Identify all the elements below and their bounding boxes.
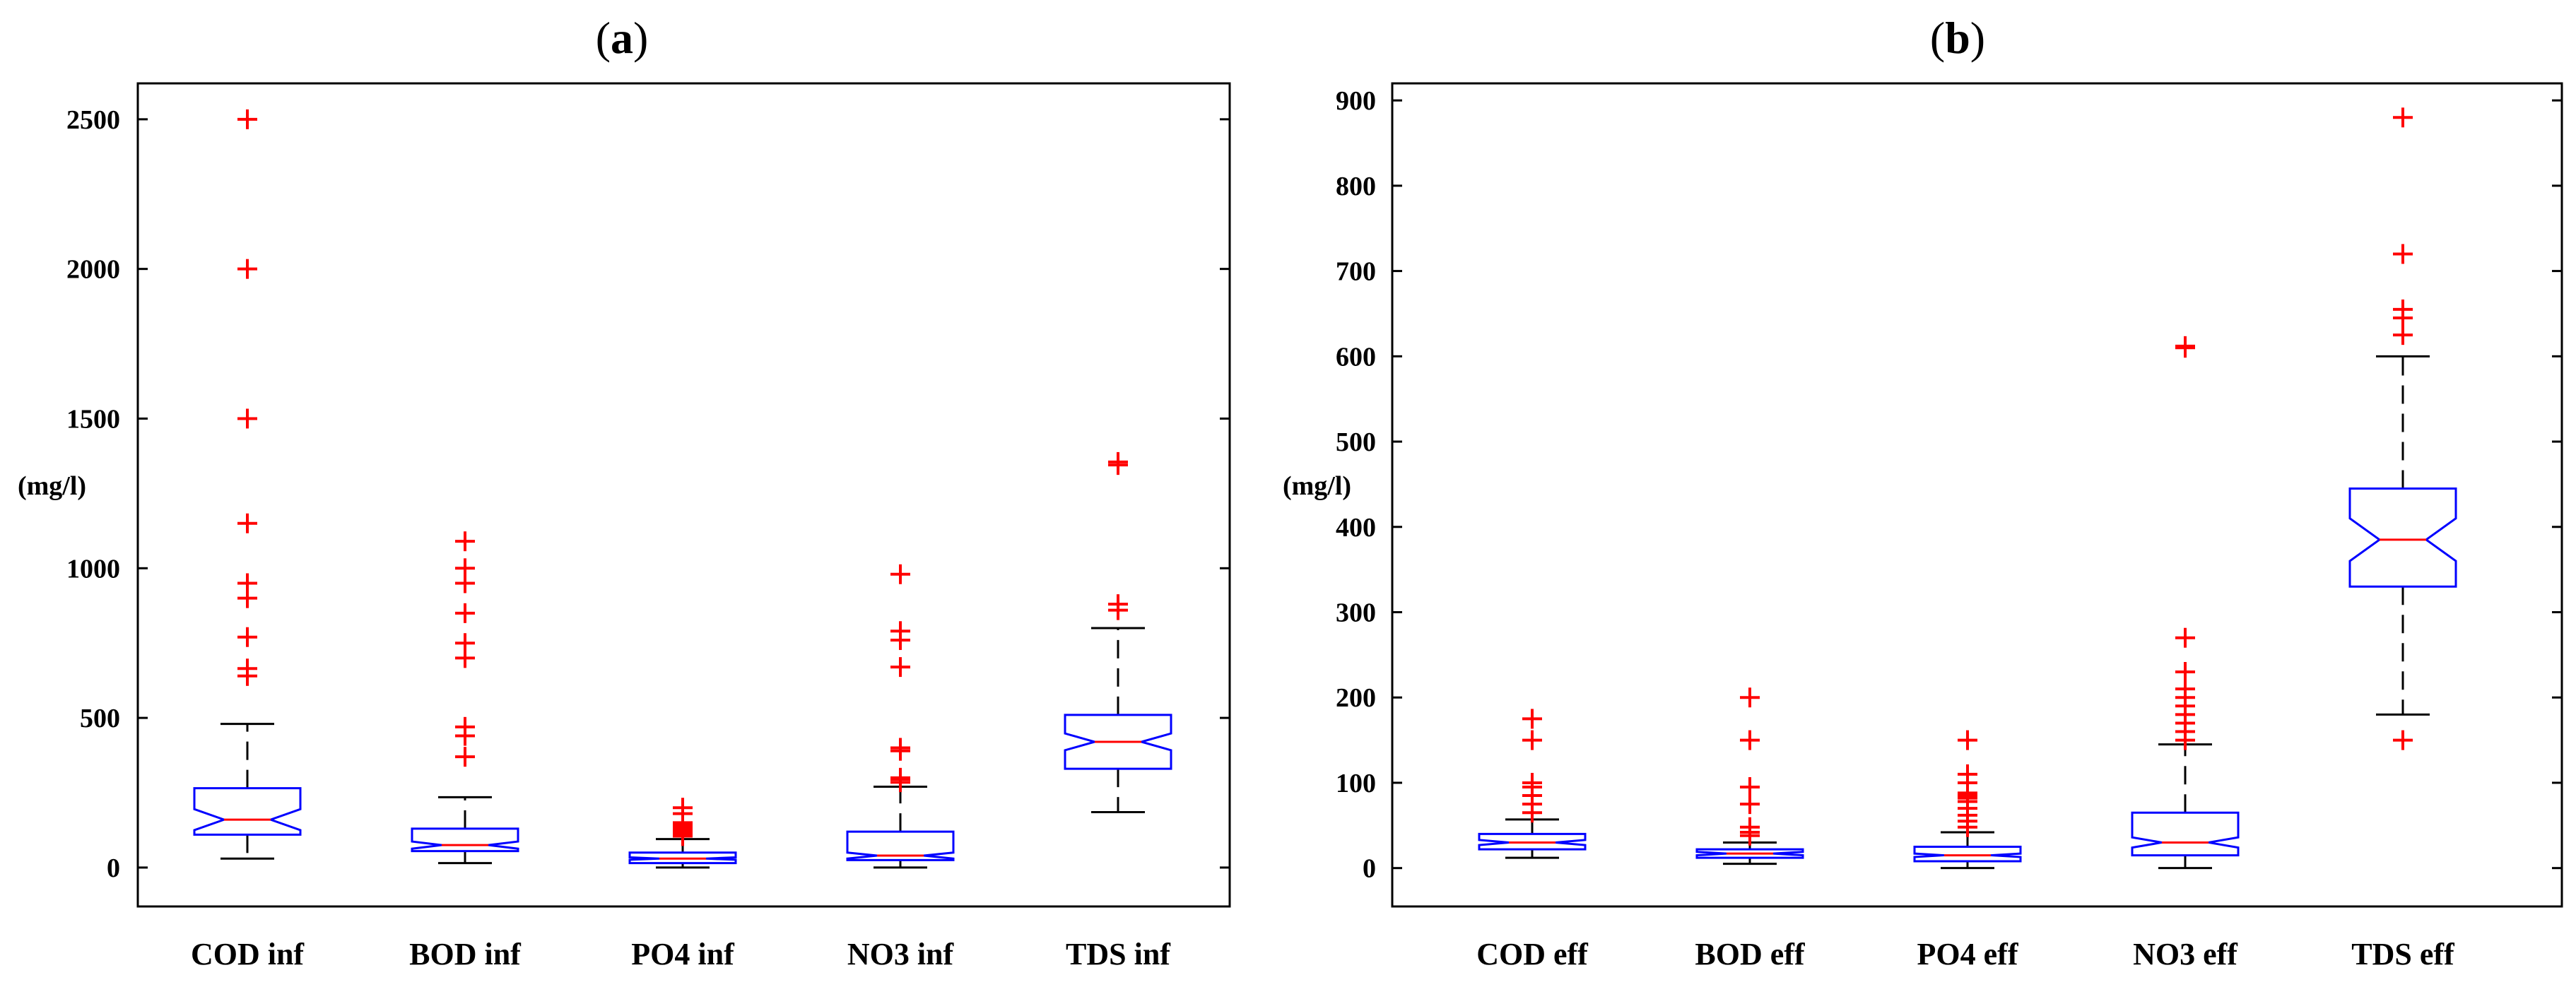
- panel-b-box-2: BOD eff: [1695, 687, 1806, 971]
- outlier-marker: [890, 621, 910, 642]
- notched-box: [411, 827, 519, 853]
- outlier-marker: [1522, 730, 1542, 750]
- outlier-marker: [1958, 764, 1977, 784]
- outlier-marker: [1108, 451, 1128, 472]
- outlier-marker: [2175, 679, 2195, 699]
- outlier-marker: [890, 738, 910, 758]
- panel-a-ytick-label: 0: [107, 853, 120, 883]
- outlier-marker: [455, 558, 475, 579]
- outlier-marker: [2175, 627, 2195, 648]
- outlier-marker: [2393, 107, 2413, 128]
- panel-a-category-label: NO3 inf: [847, 937, 955, 971]
- outlier-marker: [237, 408, 257, 429]
- panel-b-box-3: PO4 eff: [1913, 730, 2022, 971]
- outlier-marker: [890, 657, 910, 678]
- panel-b-category-label: PO4 eff: [1917, 937, 2019, 971]
- panel-a-ytick-label: 2500: [66, 105, 120, 135]
- panel-b-category-label: NO3 eff: [2133, 937, 2238, 971]
- outlier-marker: [455, 716, 475, 737]
- panel-b-ytick-label: 400: [1336, 513, 1376, 543]
- outlier-marker: [1740, 776, 1760, 797]
- notched-box: [1913, 845, 2022, 863]
- outlier-marker: [1108, 594, 1128, 615]
- outlier-marker: [1740, 687, 1760, 708]
- panel-b-ytick-label: 900: [1336, 86, 1376, 116]
- panel-b-category-label: TDS eff: [2351, 937, 2455, 971]
- outlier-marker: [1958, 730, 1977, 750]
- panel-b-ytick-label: 500: [1336, 427, 1376, 457]
- panel-b-ylabel: (mg/l): [1283, 471, 1351, 501]
- notched-box: [2131, 811, 2240, 857]
- panel-b-ytick-label: 300: [1336, 598, 1376, 627]
- outlier-marker: [890, 564, 910, 584]
- panel-b-ytick-label: 600: [1336, 342, 1376, 372]
- notched-box: [846, 830, 955, 861]
- outlier-marker: [237, 513, 257, 533]
- outlier-marker: [237, 259, 257, 279]
- outlier-marker: [1522, 772, 1542, 793]
- outlier-marker: [1740, 730, 1760, 750]
- outlier-marker: [2393, 325, 2413, 345]
- panel-a-ytick-label: 1000: [66, 554, 120, 584]
- panel-a-category-label: TDS inf: [1066, 937, 1171, 971]
- outlier-marker: [1522, 709, 1542, 729]
- panel-a-ylabel: (mg/l): [18, 471, 86, 501]
- outlier-marker: [1740, 817, 1760, 837]
- outlier-marker: [237, 573, 257, 593]
- panel-b-box-4: NO3 eff: [2131, 336, 2240, 971]
- panel-a-box-2: BOD inf: [409, 531, 522, 971]
- panel-a-plot-frame: [136, 82, 1231, 908]
- panel-b-title: (b): [1930, 13, 1985, 63]
- panel-b-plot-frame: [1391, 82, 2563, 908]
- panel-a-box-3: PO4 inf: [628, 798, 737, 971]
- outlier-marker: [455, 633, 475, 654]
- outlier-marker: [890, 767, 910, 788]
- outlier-marker: [237, 658, 257, 679]
- notched-box: [193, 787, 302, 836]
- panel-b-box-5: TDS eff: [2348, 107, 2457, 971]
- panel-a-ytick-label: 500: [80, 704, 120, 733]
- panel-a-ytick-label: 1500: [66, 404, 120, 434]
- panel-b-ytick-label: 0: [1363, 854, 1376, 884]
- outlier-marker: [2175, 662, 2195, 682]
- outlier-marker: [455, 603, 475, 623]
- panel-a-ytick-label: 2000: [66, 255, 120, 285]
- panel-b-ytick-label: 100: [1336, 769, 1376, 798]
- panel-b-ytick-label: 700: [1336, 257, 1376, 287]
- notched-box: [2348, 487, 2457, 588]
- panel-b-category-label: COD eff: [1476, 937, 1589, 971]
- outlier-marker: [673, 798, 693, 818]
- outlier-marker: [455, 531, 475, 552]
- outlier-marker: [2175, 336, 2195, 356]
- outlier-marker: [455, 747, 475, 767]
- outlier-marker: [237, 109, 257, 129]
- panel-a-category-label: PO4 inf: [631, 937, 735, 971]
- panel-a-title: (a): [596, 13, 649, 63]
- outlier-marker: [2393, 244, 2413, 264]
- panel-b-ytick-label: 200: [1336, 683, 1376, 713]
- panel-a-box-1: COD inf: [191, 109, 305, 971]
- panel-b-box-1: COD eff: [1476, 709, 1589, 971]
- panel-b: (b) 0 100 200 300 400 500 600 700 800 900 (mg/l) COD…: [1283, 13, 2563, 971]
- panel-a-category-label: BOD inf: [409, 937, 522, 971]
- outlier-marker: [1740, 794, 1760, 815]
- outlier-marker: [2393, 730, 2413, 750]
- panel-a: (a) 0 500 1000 1500 2000 2500 (mg/l) COD inf BOD …: [18, 13, 1231, 971]
- panel-b-category-label: BOD eff: [1695, 937, 1806, 971]
- panel-a-box-4: NO3 inf: [846, 564, 955, 971]
- panel-a-category-label: COD inf: [191, 937, 305, 971]
- outlier-marker: [2393, 299, 2413, 319]
- panel-a-box-5: TDS inf: [1064, 451, 1172, 971]
- outlier-marker: [237, 627, 257, 647]
- panel-b-ytick-label: 800: [1336, 172, 1376, 201]
